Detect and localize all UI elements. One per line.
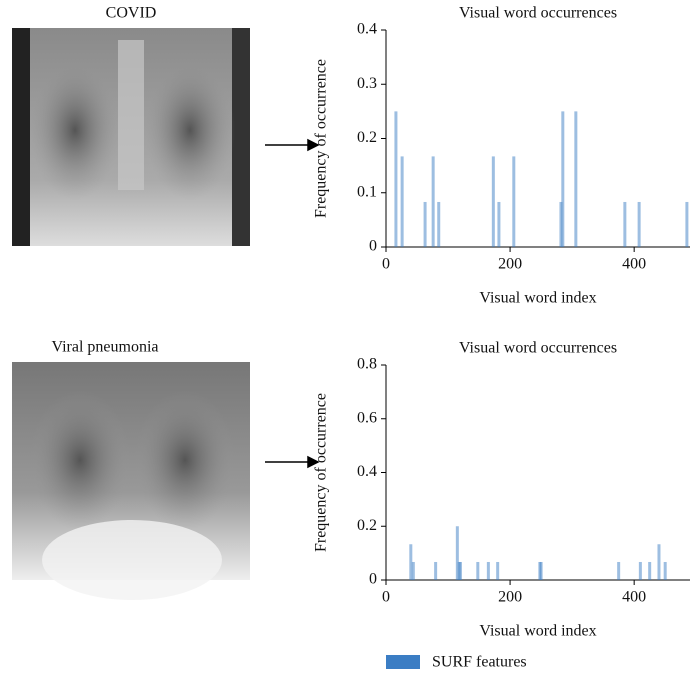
bar <box>497 201 501 247</box>
arrow <box>265 455 320 469</box>
legend-label: SURF features <box>432 654 527 671</box>
x-axis-label: Visual word index <box>479 623 596 640</box>
x-tick-label: 200 <box>498 589 522 606</box>
y-axis-label: Frequency of occurrence <box>313 59 330 218</box>
bar <box>496 561 500 580</box>
bar <box>437 201 441 247</box>
y-tick-label: 0.4 <box>357 463 377 480</box>
y-axis-label: Frequency of occurrence <box>313 393 330 552</box>
x-tick-label: 0 <box>382 256 390 273</box>
bar <box>476 561 480 580</box>
arrow <box>265 138 320 152</box>
legend-swatch <box>386 655 420 669</box>
bar <box>561 111 565 247</box>
bar <box>648 561 652 580</box>
y-tick-label: 0.6 <box>357 409 377 426</box>
bar <box>574 111 578 247</box>
bar <box>411 561 415 580</box>
bar <box>409 544 413 580</box>
x-tick-label: 200 <box>498 256 522 273</box>
bar <box>617 561 621 580</box>
x-axis-label: Visual word index <box>479 290 596 307</box>
bar <box>455 526 459 580</box>
bar <box>539 561 543 580</box>
y-tick-label: 0.8 <box>357 356 377 373</box>
xray-image <box>12 362 250 600</box>
x-tick-label: 400 <box>622 589 646 606</box>
bar <box>458 561 462 580</box>
x-tick-label: 0 <box>382 589 390 606</box>
bar <box>637 201 641 247</box>
bar <box>638 561 642 580</box>
y-tick-label: 0.3 <box>357 75 377 92</box>
bar <box>559 201 563 247</box>
bar <box>423 201 427 247</box>
y-tick-label: 0 <box>369 238 377 255</box>
bar <box>434 561 438 580</box>
bar <box>491 156 495 247</box>
x-tick-label: 400 <box>622 256 646 273</box>
image-label: Viral pneumonia <box>51 339 158 356</box>
bar <box>623 201 627 247</box>
bar <box>663 561 667 580</box>
bar <box>400 156 404 247</box>
bar <box>394 111 398 247</box>
y-tick-label: 0.1 <box>357 183 377 200</box>
y-tick-label: 0.2 <box>357 129 377 146</box>
chart-title: Visual word occurrences <box>459 340 617 357</box>
y-tick-label: 0 <box>369 571 377 588</box>
bar <box>486 561 490 580</box>
bar <box>431 156 435 247</box>
bar <box>657 544 661 580</box>
bar <box>512 156 516 247</box>
image-label: COVID <box>106 5 157 22</box>
bar <box>685 201 689 247</box>
chart-title: Visual word occurrences <box>459 5 617 22</box>
y-tick-label: 0.2 <box>357 517 377 534</box>
y-tick-label: 0.4 <box>357 21 377 38</box>
xray-image <box>12 28 250 246</box>
